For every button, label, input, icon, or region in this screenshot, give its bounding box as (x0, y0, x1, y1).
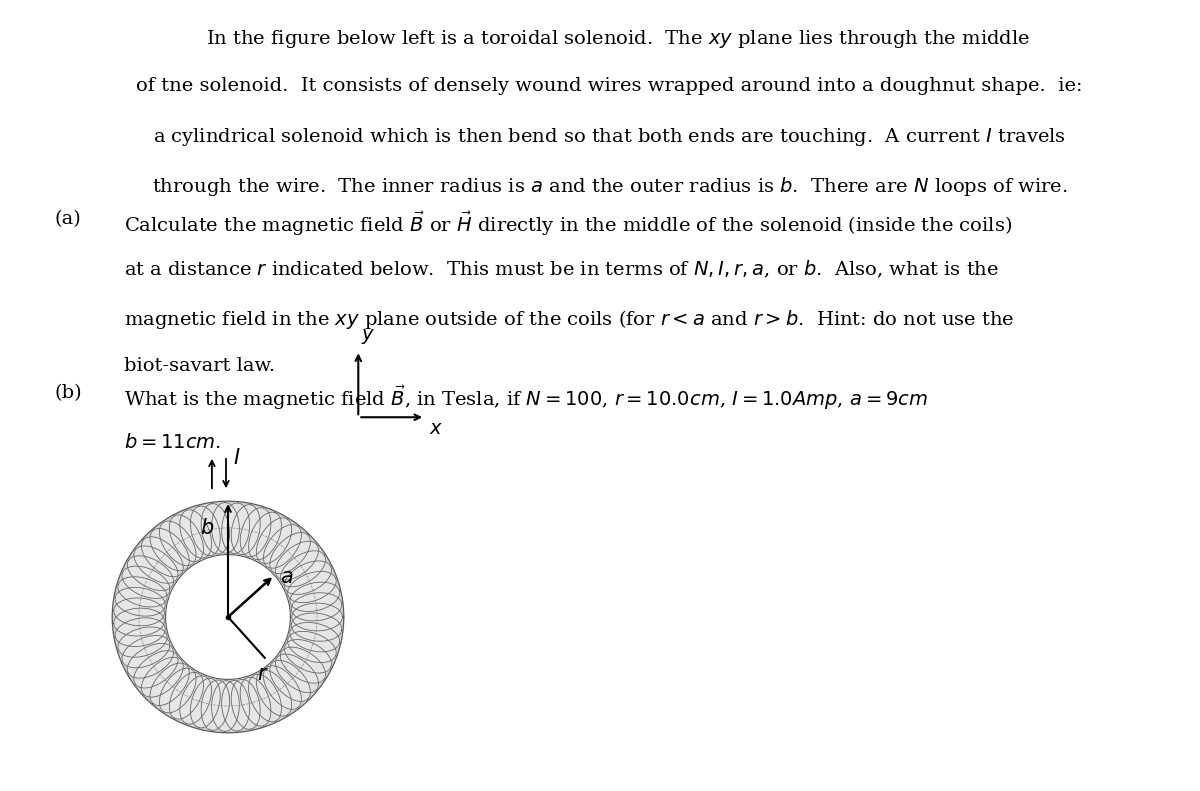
Text: $I$: $I$ (233, 448, 241, 468)
Text: $x$: $x$ (430, 420, 444, 438)
Polygon shape (114, 608, 164, 636)
Polygon shape (169, 515, 204, 562)
Polygon shape (127, 556, 174, 591)
Polygon shape (160, 668, 196, 713)
Text: $b$: $b$ (200, 517, 214, 538)
Polygon shape (276, 654, 318, 693)
Polygon shape (114, 598, 164, 626)
Polygon shape (169, 672, 204, 719)
Text: of tne solenoid.  It consists of densely wound wires wrapped around into a dough: of tne solenoid. It consists of densely … (137, 77, 1082, 95)
Text: biot-savart law.: biot-savart law. (124, 357, 275, 375)
Polygon shape (284, 561, 331, 594)
Polygon shape (222, 680, 250, 731)
Polygon shape (113, 501, 343, 732)
Polygon shape (134, 651, 178, 688)
Polygon shape (292, 603, 342, 631)
Polygon shape (232, 505, 260, 554)
Polygon shape (127, 643, 174, 678)
Polygon shape (115, 618, 166, 646)
Text: In the figure below left is a toroidal solenoid.  The $xy$ plane lies through th: In the figure below left is a toroidal s… (206, 28, 1030, 50)
Polygon shape (290, 623, 340, 652)
Polygon shape (118, 627, 167, 657)
Polygon shape (264, 524, 301, 568)
Polygon shape (276, 541, 318, 580)
Polygon shape (248, 674, 282, 721)
Polygon shape (211, 681, 239, 732)
Polygon shape (180, 676, 211, 724)
Text: at a distance $r$ indicated below.  This must be in terms of $N, I, r, a$, or $b: at a distance $r$ indicated below. This … (124, 259, 998, 280)
Polygon shape (264, 666, 301, 710)
Polygon shape (150, 528, 190, 571)
Polygon shape (248, 513, 282, 560)
Text: through the wire.  The inner radius is $a$ and the outer radius is $b$.  There a: through the wire. The inner radius is $a… (151, 175, 1068, 198)
Polygon shape (292, 592, 342, 621)
Polygon shape (288, 571, 336, 603)
Polygon shape (240, 508, 271, 557)
Polygon shape (142, 537, 184, 577)
Text: (a): (a) (54, 210, 80, 228)
Polygon shape (281, 551, 325, 587)
Polygon shape (257, 671, 292, 716)
Text: $r$: $r$ (257, 664, 269, 684)
Polygon shape (270, 660, 311, 702)
Polygon shape (115, 588, 166, 616)
Polygon shape (202, 680, 229, 730)
Polygon shape (142, 657, 184, 697)
Polygon shape (122, 566, 170, 599)
Polygon shape (284, 640, 331, 673)
Polygon shape (222, 503, 250, 554)
Polygon shape (150, 663, 190, 706)
Polygon shape (270, 532, 311, 573)
Text: $y$: $y$ (361, 327, 376, 346)
Text: (b): (b) (54, 384, 82, 402)
Polygon shape (118, 577, 167, 607)
Polygon shape (257, 518, 292, 563)
Text: a cylindrical solenoid which is then bend so that both ends are touching.  A cur: a cylindrical solenoid which is then ben… (154, 126, 1066, 148)
Polygon shape (134, 546, 178, 583)
Polygon shape (166, 554, 290, 679)
Polygon shape (281, 647, 325, 683)
Text: $b = 11cm$.: $b = 11cm$. (124, 433, 221, 452)
Polygon shape (211, 502, 239, 553)
Polygon shape (191, 506, 221, 555)
Polygon shape (202, 504, 229, 554)
Text: magnetic field in the $xy$ plane outside of the coils (for $r < a$ and $r > b$. : magnetic field in the $xy$ plane outside… (124, 308, 1014, 331)
Polygon shape (292, 613, 342, 642)
Polygon shape (232, 679, 260, 729)
Polygon shape (288, 631, 336, 663)
Polygon shape (122, 635, 170, 668)
Text: What is the magnetic field $\vec{B}$, in Tesla, if $N = 100$, $r = 10.0cm$, $I =: What is the magnetic field $\vec{B}$, in… (124, 384, 928, 412)
Polygon shape (160, 521, 196, 566)
Polygon shape (240, 677, 271, 726)
Polygon shape (290, 582, 340, 611)
Text: Calculate the magnetic field $\vec{B}$ or $\vec{H}$ directly in the middle of th: Calculate the magnetic field $\vec{B}$ o… (124, 210, 1012, 238)
Text: $a$: $a$ (281, 567, 294, 587)
Polygon shape (191, 679, 221, 728)
Polygon shape (180, 510, 211, 558)
